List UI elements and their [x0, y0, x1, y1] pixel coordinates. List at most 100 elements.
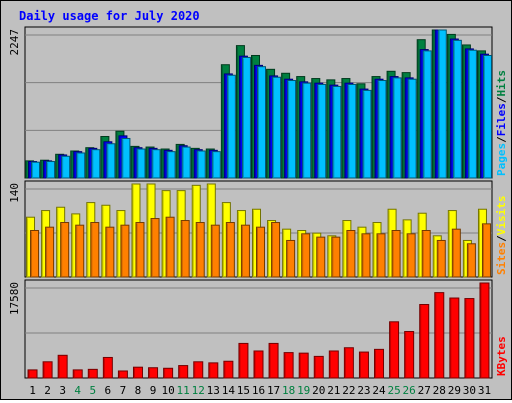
x-tick-label-15: 15 [237, 384, 250, 397]
bar-kbytes-13 [208, 362, 219, 379]
bar-sites-13 [210, 224, 220, 278]
bar-kbytes-31 [479, 282, 490, 379]
bar-pages-14 [226, 74, 236, 179]
x-tick-label-6: 6 [105, 384, 112, 397]
bar-kbytes-8 [132, 366, 143, 379]
panel-legend: Pages/Files/Hits [495, 70, 508, 176]
bar-sites-19 [301, 233, 311, 278]
bar-kbytes-30 [464, 298, 475, 379]
panel-legend: Sites/Visits [495, 196, 508, 276]
bar-kbytes-21 [328, 350, 339, 379]
bar-sites-20 [316, 236, 326, 278]
bar-sites-5 [90, 222, 100, 278]
bar-sites-21 [331, 236, 341, 278]
bar-sites-23 [361, 233, 371, 278]
legend-pages: Pages [495, 143, 508, 176]
bar-kbytes-16 [253, 350, 264, 379]
bar-pages-25 [392, 77, 402, 179]
x-tick-label-13: 13 [207, 384, 220, 397]
bar-kbytes-23 [358, 351, 369, 379]
bar-pages-2 [46, 161, 56, 179]
bar-sites-17 [271, 222, 281, 278]
bar-kbytes-20 [313, 355, 324, 379]
bar-sites-3 [60, 222, 70, 278]
bar-pages-29 [452, 39, 462, 179]
bar-sites-14 [225, 222, 235, 278]
bar-pages-18 [287, 80, 297, 179]
legend-sites: Sites [495, 242, 508, 275]
legend-separator: / [495, 235, 508, 242]
bar-kbytes-9 [148, 367, 159, 379]
y-max-label: 17580 [8, 282, 21, 315]
bar-pages-16 [257, 66, 266, 179]
chart-panels: 2247Pages/Files/Hits140Sites/Visits17580… [8, 26, 508, 379]
bar-pages-7 [121, 137, 131, 179]
x-tick-label-2: 2 [44, 384, 51, 397]
legend-kbytes: KBytes [495, 336, 508, 376]
x-tick-label-7: 7 [120, 384, 127, 397]
bar-pages-23 [362, 89, 372, 179]
x-tick-label-19: 19 [297, 384, 310, 397]
bar-pages-13 [211, 151, 221, 179]
x-tick-label-22: 22 [342, 384, 355, 397]
bar-kbytes-3 [57, 354, 68, 379]
x-tick-label-26: 26 [403, 384, 416, 397]
x-tick-label-12: 12 [192, 384, 205, 397]
bar-pages-12 [196, 150, 206, 179]
legend-files: Files [495, 103, 508, 136]
bar-kbytes-22 [343, 347, 354, 379]
bar-kbytes-29 [449, 297, 460, 379]
x-tick-label-27: 27 [418, 384, 431, 397]
bar-sites-29 [451, 228, 461, 278]
bar-kbytes-2 [42, 361, 53, 379]
legend-hits: Hits [495, 70, 508, 97]
y-max-label: 140 [8, 183, 21, 203]
bar-sites-31 [481, 223, 491, 278]
x-tick-label-28: 28 [433, 384, 446, 397]
bar-sites-30 [466, 243, 476, 278]
bar-pages-4 [76, 152, 86, 179]
bar-kbytes-28 [434, 292, 445, 379]
x-tick-label-30: 30 [463, 384, 476, 397]
bar-kbytes-4 [72, 369, 83, 379]
bar-kbytes-26 [404, 331, 415, 379]
bar-sites-4 [75, 224, 85, 278]
panel-visits-sites: 140 Sites/Visits [8, 180, 508, 278]
bar-sites-6 [105, 226, 115, 278]
bar-sites-27 [421, 230, 431, 278]
panel-legend: KBytes [495, 336, 508, 376]
x-axis-labels: 1 2 3 4 5 6 7 8 9 10 11 12 13 14 15 16 17 18 19 20 21 22 23 24 2… [29, 384, 491, 397]
bar-pages-24 [377, 80, 387, 179]
bar-pages-22 [347, 83, 357, 179]
bar-sites-9 [150, 218, 160, 278]
bar-sites-8 [135, 222, 145, 278]
bar-kbytes-1 [27, 369, 38, 379]
bar-sites-18 [286, 239, 296, 278]
bar-pages-6 [106, 143, 116, 179]
bar-pages-3 [61, 155, 71, 179]
bar-pages-10 [166, 151, 176, 179]
bar-sites-26 [406, 233, 416, 278]
bar-sites-16 [256, 226, 265, 278]
bar-kbytes-19 [298, 352, 309, 379]
x-tick-label-24: 24 [372, 384, 386, 397]
x-tick-label-14: 14 [222, 384, 236, 397]
x-tick-label-29: 29 [448, 384, 461, 397]
bar-sites-7 [120, 224, 130, 278]
bar-kbytes-17 [268, 342, 279, 379]
bar-kbytes-6 [102, 356, 113, 379]
bar-sites-2 [45, 226, 55, 278]
x-tick-label-11: 11 [177, 384, 190, 397]
bar-kbytes-14 [223, 360, 234, 379]
bar-kbytes-5 [87, 368, 98, 379]
x-tick-label-23: 23 [357, 384, 370, 397]
chart-title: Daily usage for July 2020 [19, 9, 200, 23]
bar-sites-28 [436, 239, 446, 278]
x-tick-label-1: 1 [29, 384, 36, 397]
x-tick-label-10: 10 [161, 384, 174, 397]
legend-separator: / [495, 136, 508, 143]
bar-pages-28 [437, 29, 447, 179]
